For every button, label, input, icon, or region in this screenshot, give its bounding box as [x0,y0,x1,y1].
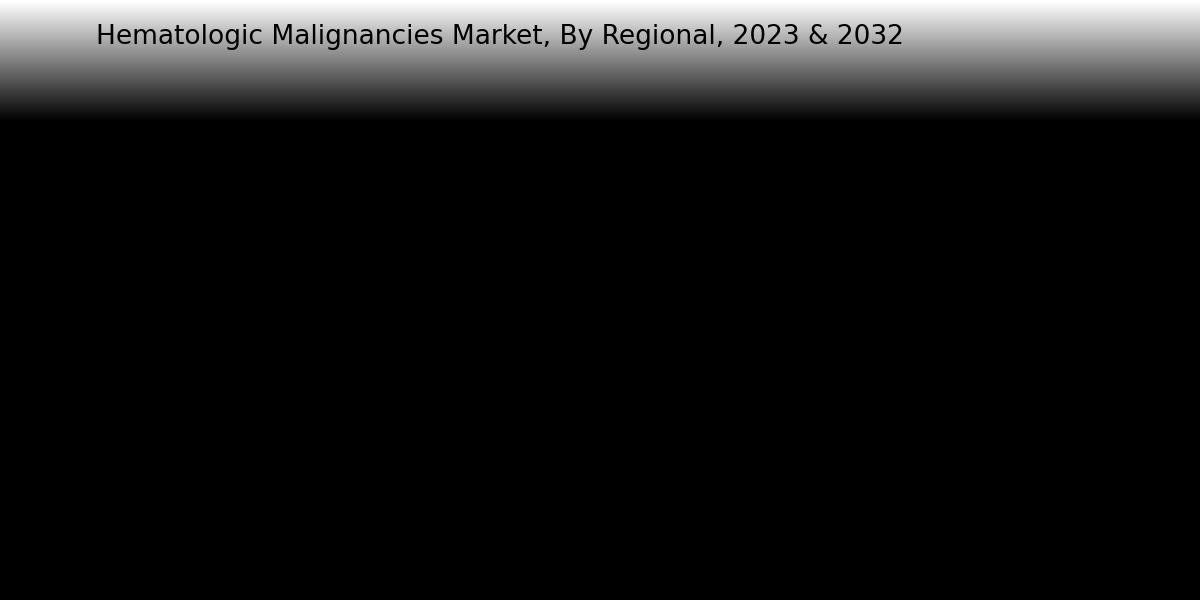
Bar [571,422,636,450]
Bar [636,397,701,450]
Bar [977,411,1042,450]
Text: Hematologic Malignancies Market, By Regional, 2023 & 2032: Hematologic Malignancies Market, By Regi… [96,24,904,50]
Bar [230,206,295,450]
Legend: 2023, 2032: 2023, 2032 [919,93,1145,130]
Bar [164,332,230,450]
Text: 10.65: 10.65 [167,318,211,332]
Bar [433,214,498,450]
Bar [1042,374,1108,450]
Y-axis label: Market Size in USD Billion: Market Size in USD Billion [73,193,91,407]
Bar [774,406,839,450]
Bar [368,334,433,450]
Bar [839,364,904,450]
